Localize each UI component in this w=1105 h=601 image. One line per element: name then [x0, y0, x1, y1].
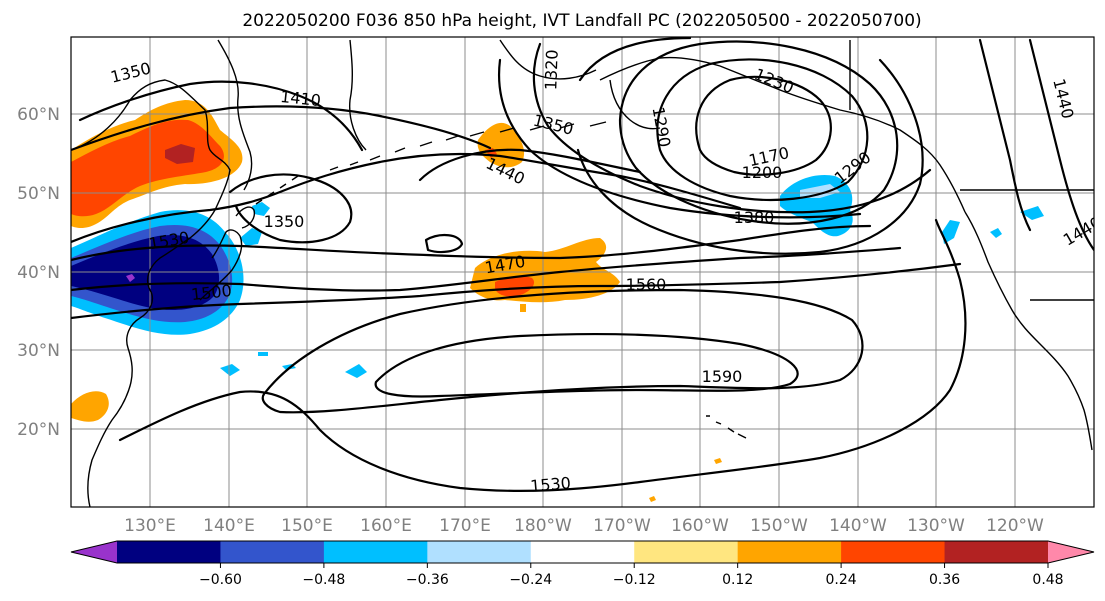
ivt-patch-c — [345, 364, 367, 378]
contour-1380 — [497, 58, 862, 219]
lon-label: 130°W — [907, 516, 965, 536]
lon-label: 130°E — [124, 516, 176, 536]
contour-ne-2 — [978, 38, 1032, 232]
longitude-labels: 130°E 140°E 150°E 160°E 170°E 180°W 170°… — [124, 516, 1044, 536]
colorbar-segment — [944, 541, 1049, 563]
colorbar-tick-label: 0.48 — [1032, 572, 1063, 588]
lon-label: 150°W — [750, 516, 808, 536]
colorbar-tick-label: −0.48 — [302, 572, 345, 588]
colorbar-segment — [117, 541, 221, 563]
colorbar-segment — [530, 541, 635, 563]
contour-1350-nw — [78, 80, 364, 152]
height-contours — [71, 37, 1094, 492]
contour-label: 1500 — [190, 281, 232, 304]
colorbar-tick-label: −0.36 — [406, 572, 449, 588]
contour-1290 — [576, 37, 924, 255]
lon-label: 140°W — [829, 516, 887, 536]
contour-label: 1560 — [626, 275, 667, 294]
map-frame — [70, 36, 1095, 508]
ivt-negative-anomaly-ne — [780, 174, 1044, 244]
ivt-patch-d — [258, 352, 268, 356]
map-title: 2022050200 F036 850 hPa height, IVT Land… — [242, 11, 921, 31]
lon-label: 180°W — [514, 516, 572, 536]
contour-1590-inner — [374, 332, 799, 398]
contour-label: 1410 — [279, 87, 321, 110]
contour-1170 — [695, 75, 832, 176]
ivt-patch-f — [649, 496, 656, 502]
colorbar-tick-label: 0.12 — [722, 572, 753, 588]
ivt-patch-sw — [71, 391, 109, 422]
coast-japan — [199, 229, 243, 301]
contour-1500 — [71, 246, 902, 292]
lon-label: 170°E — [439, 516, 491, 536]
contour-label: 1380 — [734, 208, 775, 227]
coast-namerica — [964, 211, 1093, 451]
contour-label: 1320 — [541, 49, 561, 90]
colorbar-segment — [737, 541, 842, 563]
contour-1320 — [532, 42, 932, 214]
colorbar-tick-label: 0.36 — [929, 572, 960, 588]
colorbar-tick-label: −0.24 — [509, 572, 552, 588]
contour-1530 — [118, 218, 967, 492]
ivt-patch-e — [714, 458, 722, 464]
contour-label: 1200 — [742, 163, 783, 182]
colorbar-segments — [117, 541, 1049, 563]
map-area: 1350 1410 1350 1440 1470 1500 1530 1560 … — [71, 37, 1094, 507]
coast-chukotka — [499, 39, 597, 80]
coast-siberia — [349, 39, 367, 151]
coast-kamchatka — [217, 39, 253, 191]
colorbar-segment — [841, 541, 946, 563]
colorbar-segment — [220, 541, 325, 563]
ivt-positive-anomaly-nw — [71, 100, 243, 228]
contour-1440 — [71, 152, 742, 244]
contour-label: 1590 — [702, 367, 743, 386]
colorbar: −0.60 −0.48 −0.36 −0.24 −0.12 0.12 0.24 0.36 0.4… — [70, 540, 1095, 588]
coast-hawaii — [706, 415, 747, 439]
contour-label: 1530 — [529, 473, 571, 495]
lat-label: 30°N — [17, 341, 60, 361]
gridlines — [71, 37, 1094, 507]
colorbar-segment — [634, 541, 739, 563]
contour-label: 1350 — [264, 212, 305, 231]
colorbar-ticks: −0.60 −0.48 −0.36 −0.24 −0.12 0.12 0.24 0.36 0.4… — [199, 563, 1064, 588]
lon-label: 120°W — [986, 516, 1044, 536]
lat-label: 60°N — [17, 105, 60, 125]
coast-aleutians — [329, 121, 607, 171]
lat-label: 40°N — [17, 263, 60, 283]
contour-1200 — [656, 58, 869, 202]
coast-hokkaido — [235, 206, 256, 229]
lon-label: 150°E — [281, 516, 333, 536]
lon-label: 140°E — [203, 516, 255, 536]
ivt-patch-a — [220, 364, 240, 376]
colorbar-tick-label: −0.12 — [613, 572, 656, 588]
coast-kurils — [255, 175, 299, 205]
colorbar-tick-label: −0.60 — [199, 572, 242, 588]
lon-label: 160°E — [360, 516, 412, 536]
coast-asia — [71, 79, 231, 507]
colorbar-outline — [70, 540, 1095, 564]
colorbar-segment — [323, 541, 428, 563]
coast-alaska-w — [609, 79, 661, 130]
contour-1350-low — [228, 173, 353, 244]
contour-1440-mid — [418, 148, 642, 182]
contour-small-ring — [424, 234, 464, 254]
contour-1440-ne — [1028, 38, 1094, 252]
contour-1560 — [71, 262, 962, 320]
latitude-labels: 60°N 50°N 40°N 30°N 20°N — [17, 105, 60, 440]
colorbar-extend-max — [1048, 541, 1094, 563]
colorbar-segment — [427, 541, 532, 563]
lat-label: 20°N — [17, 420, 60, 440]
lon-label: 170°W — [593, 516, 651, 536]
contour-1590 — [261, 288, 864, 414]
lat-label: 50°N — [17, 184, 60, 204]
colorbar-extend-min — [71, 541, 117, 563]
contour-1230 — [618, 40, 899, 225]
contour-1470 — [71, 224, 872, 262]
contour-1410 — [71, 105, 492, 152]
lon-label: 160°W — [671, 516, 729, 536]
colorbar-tick-label: 0.24 — [826, 572, 857, 588]
